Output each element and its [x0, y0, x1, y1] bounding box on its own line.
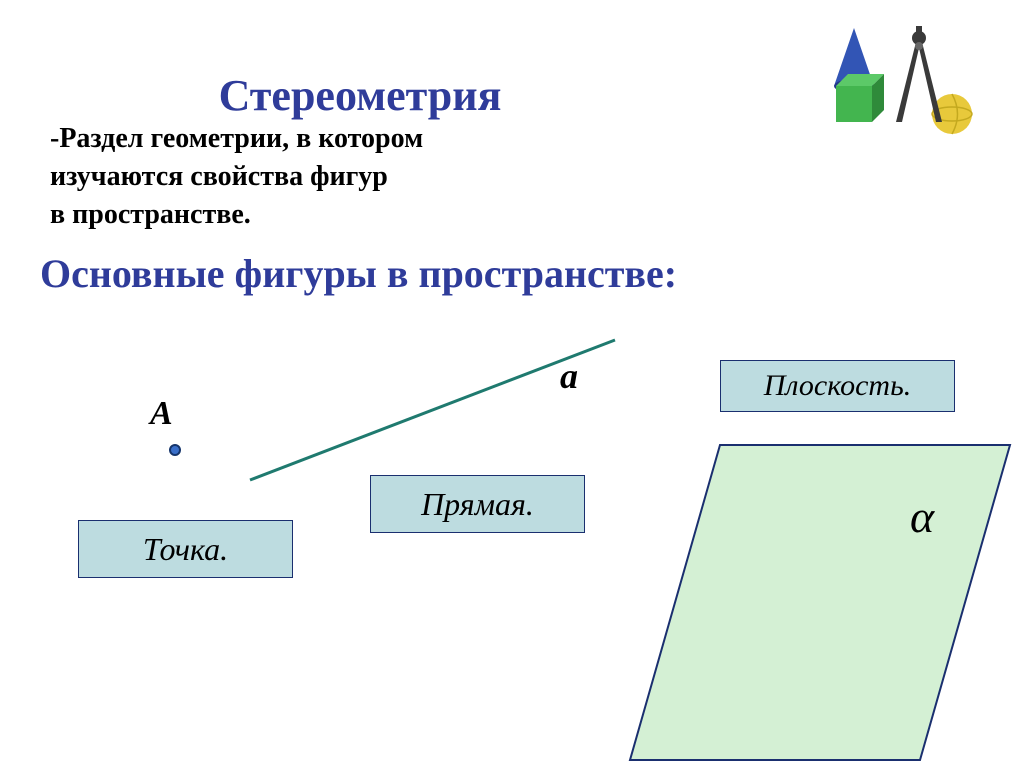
- plane-alpha: [0, 0, 1024, 767]
- plane-polygon: [630, 445, 1010, 760]
- plane-mark-alpha: α: [910, 490, 934, 543]
